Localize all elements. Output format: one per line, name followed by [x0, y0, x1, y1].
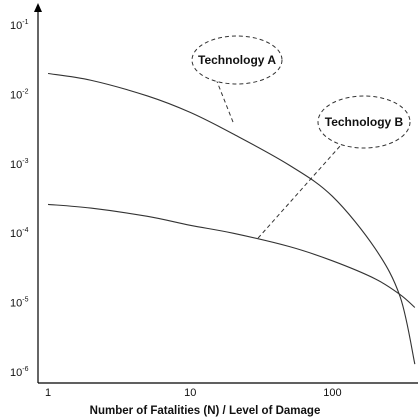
x-tick-label: 1 [45, 387, 51, 399]
y-tick-label: 10-2 [10, 88, 29, 101]
y-tick-label: 10-3 [10, 158, 29, 171]
callout-label: Technology B [325, 115, 404, 129]
y-tick-label: 10-1 [10, 19, 29, 32]
callout-technology-b: Technology B [257, 95, 411, 239]
y-tick-exponent: -2 [22, 88, 28, 95]
y-tick-base: 10 [10, 228, 22, 240]
x-tick-label: 10 [184, 387, 196, 399]
callout-layer: Technology A Technology B [191, 35, 411, 239]
y-tick-base: 10 [10, 298, 22, 310]
y-tick-labels: 10-110-210-310-410-510-6 [10, 19, 29, 379]
y-tick-exponent: -5 [22, 297, 28, 304]
series-line-technology-b [47, 203, 416, 308]
y-tick-base: 10 [10, 367, 22, 379]
y-tick-label: 10-4 [10, 227, 29, 240]
axes [34, 3, 418, 384]
y-tick-exponent: -1 [22, 19, 28, 26]
y-tick-base: 10 [10, 89, 22, 101]
y-axis-arrow-icon [34, 3, 42, 12]
callout-leader-line [257, 144, 342, 239]
y-tick-exponent: -4 [22, 227, 28, 234]
y-tick-label: 10-6 [10, 366, 29, 379]
y-tick-base: 10 [10, 20, 22, 32]
callout-bubble [317, 95, 411, 149]
y-tick-exponent: -3 [22, 158, 28, 165]
series-layer [47, 72, 416, 365]
x-tick-labels: 1 10 100 [45, 387, 342, 399]
callout-leader-line [215, 78, 234, 123]
callout-label: Technology A [198, 53, 276, 67]
y-tick-label: 10-5 [10, 297, 29, 310]
y-tick-exponent: -6 [22, 366, 28, 373]
series-line-technology-a [47, 72, 416, 365]
y-tick-base: 10 [10, 159, 22, 171]
x-tick-label: 100 [323, 387, 341, 399]
x-axis-title: Number of Fatalities (N) / Level of Dama… [90, 405, 321, 417]
callout-bubble [191, 35, 283, 85]
callout-technology-a: Technology A [191, 35, 283, 123]
